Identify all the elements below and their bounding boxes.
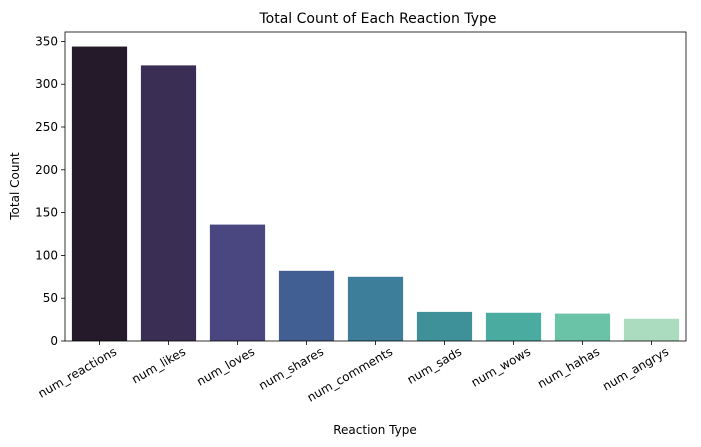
y-tick-label: 150 [35,206,58,220]
chart-title: Total Count of Each Reaction Type [259,11,497,27]
x-tick-label: num_wows [469,344,533,389]
plot-frame [64,31,687,342]
x-tick-label: num_angrys [600,344,671,393]
bar-num-shares [278,270,335,341]
bar-num-comments [347,276,404,341]
x-tick-label: num_hahas [535,344,602,391]
bar-num-wows [485,312,542,341]
x-axis-label: Reaction Type [333,423,417,437]
y-tick-label: 300 [35,77,58,91]
bars [71,46,680,342]
y-tick-label: 0 [50,334,58,348]
y-axis-label: Total Count [8,152,22,221]
bar-num-angrys [623,318,680,341]
x-tick-label: num_reactions [36,344,119,400]
y-tick-label: 250 [35,120,58,134]
bar-num-reactions [71,46,128,342]
x-axis-ticks: num_reactions num_likes num_loves num_share… [36,341,671,405]
y-axis-ticks: 0 50 100 150 200 250 300 350 [35,34,65,348]
bar-num-hahas [554,313,611,341]
y-tick-label: 100 [35,248,58,262]
x-tick-label: num_likes [129,344,188,386]
x-tick-label: num_sads [405,344,464,386]
x-tick-label: num_loves [194,344,257,388]
bar-num-loves [209,224,266,341]
y-tick-label: 50 [43,291,58,305]
bar-num-sads [416,311,473,341]
bar-num-likes [140,65,197,342]
y-tick-label: 200 [35,163,58,177]
y-tick-label: 350 [35,34,58,48]
